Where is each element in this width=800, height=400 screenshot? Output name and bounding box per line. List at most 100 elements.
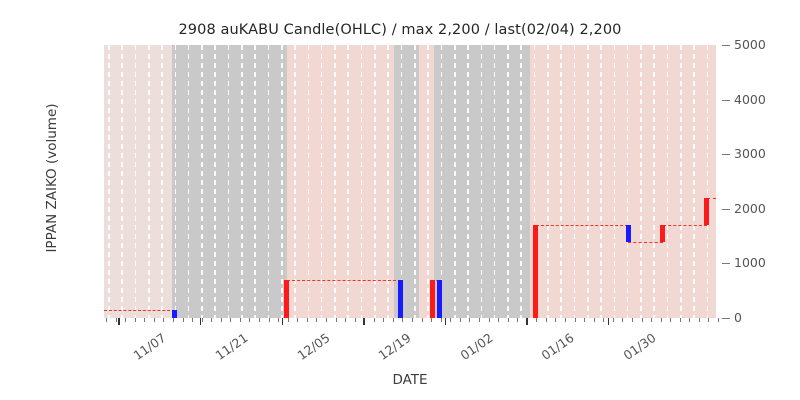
x-tick-major (281, 318, 283, 325)
x-tick-major (363, 318, 365, 325)
x-tick-minor (325, 318, 327, 322)
y-tick-label: 5000 (722, 37, 766, 53)
grid-line (533, 45, 536, 318)
x-tick-minor (402, 318, 404, 322)
plot-area (104, 45, 716, 318)
close-line-segment (104, 310, 175, 312)
x-tick-minor (220, 318, 222, 322)
x-axis-tick-labels: 11/07 11/21 12/05 12/19 01/02 01/16 01/30 (104, 328, 716, 372)
x-tick-minor (316, 318, 318, 322)
ohlc-bar-down (172, 310, 178, 318)
x-tick-minor (718, 318, 719, 322)
y-tick-text: 4000 (734, 91, 766, 107)
x-tick-minor (459, 318, 461, 322)
ohlc-bar-down (436, 279, 442, 318)
ohlc-bar-down (625, 225, 631, 242)
y-tick-text: 1000 (734, 255, 766, 271)
x-tick-minor (249, 318, 251, 322)
y-tick-text: 3000 (734, 146, 766, 162)
x-tick-minor (507, 318, 509, 322)
ohlc-bar-up (704, 197, 709, 226)
x-tick-minor (106, 318, 107, 322)
grid-line (187, 45, 190, 318)
y-tick-text: 5000 (734, 37, 766, 52)
y-tick-label: 2000 (722, 201, 766, 217)
ohlc-bar-up (429, 279, 435, 318)
grid-line (547, 45, 549, 318)
grid-line (640, 45, 642, 318)
x-tick-minor (545, 318, 547, 322)
x-tick-minor (163, 318, 165, 322)
grid-line (586, 45, 589, 318)
x-tick-major (607, 318, 610, 325)
x-tick-minor (306, 318, 308, 322)
y-tick-mark (722, 154, 730, 156)
x-tick-minor (211, 318, 213, 322)
grid-line (560, 45, 562, 318)
x-tick-minor (431, 318, 433, 322)
x-tick-minor (584, 318, 586, 322)
x-tick-minor (488, 318, 490, 322)
ohlc-bar-down (398, 279, 404, 318)
season-band (529, 45, 716, 318)
x-tick-minor (660, 318, 662, 322)
season-band (419, 45, 434, 318)
grid-line (480, 45, 483, 318)
grid-line (387, 45, 389, 318)
x-tick-minor (345, 318, 347, 322)
grid-line (360, 45, 363, 318)
x-tick-minor (631, 318, 633, 322)
grid-line (320, 45, 323, 318)
grid-line (374, 45, 376, 318)
grid-line (706, 45, 709, 318)
x-tick-minor (689, 318, 691, 322)
x-tick-minor (478, 318, 480, 322)
x-tick-label: 01/16 (538, 330, 578, 363)
grid-line (280, 45, 283, 318)
x-tick-minor (421, 318, 423, 322)
season-band (286, 45, 395, 318)
x-tick-minor (354, 318, 356, 322)
x-tick-label: 11/21 (212, 330, 251, 363)
y-tick-mark (722, 263, 730, 265)
x-tick-minor (412, 318, 413, 322)
x-tick-minor (192, 318, 194, 322)
grid-line (121, 45, 123, 318)
grid-line (307, 45, 310, 318)
grid-line (453, 45, 456, 318)
x-tick-minor (373, 318, 375, 322)
x-tick-minor (536, 318, 538, 322)
x-tick-label: 01/30 (620, 330, 659, 363)
y-tick-label: 4000 (722, 92, 766, 108)
x-tick-minor (230, 318, 232, 322)
x-tick-minor (555, 318, 557, 322)
x-tick-minor (172, 318, 174, 322)
y-tick-mark (722, 208, 730, 210)
x-axis-ticks (104, 318, 719, 328)
x-tick-major (118, 318, 120, 325)
x-tick-minor (641, 318, 643, 322)
x-tick-minor (651, 318, 653, 322)
x-tick-minor (498, 318, 500, 322)
close-line-segment (286, 279, 401, 281)
x-tick-minor (622, 318, 624, 322)
grid-line (440, 45, 443, 318)
x-tick-minor (392, 318, 394, 322)
grid-line (254, 45, 256, 318)
x-tick-minor (182, 318, 184, 322)
x-tick-major (444, 318, 447, 325)
grid-line (108, 45, 110, 318)
grid-line (573, 45, 576, 318)
close-line-segment (432, 279, 440, 281)
y-axis-title: IPPAN ZAIKO (volume) (44, 103, 60, 253)
x-tick-minor (603, 318, 605, 322)
grid-line (520, 45, 523, 318)
x-tick-minor (239, 318, 241, 322)
x-tick-minor (670, 318, 672, 322)
x-tick-label: 12/19 (375, 330, 414, 363)
close-line-segment (536, 225, 629, 227)
x-tick-minor (287, 318, 289, 322)
x-tick-minor (593, 318, 595, 322)
grid-line (347, 45, 350, 318)
